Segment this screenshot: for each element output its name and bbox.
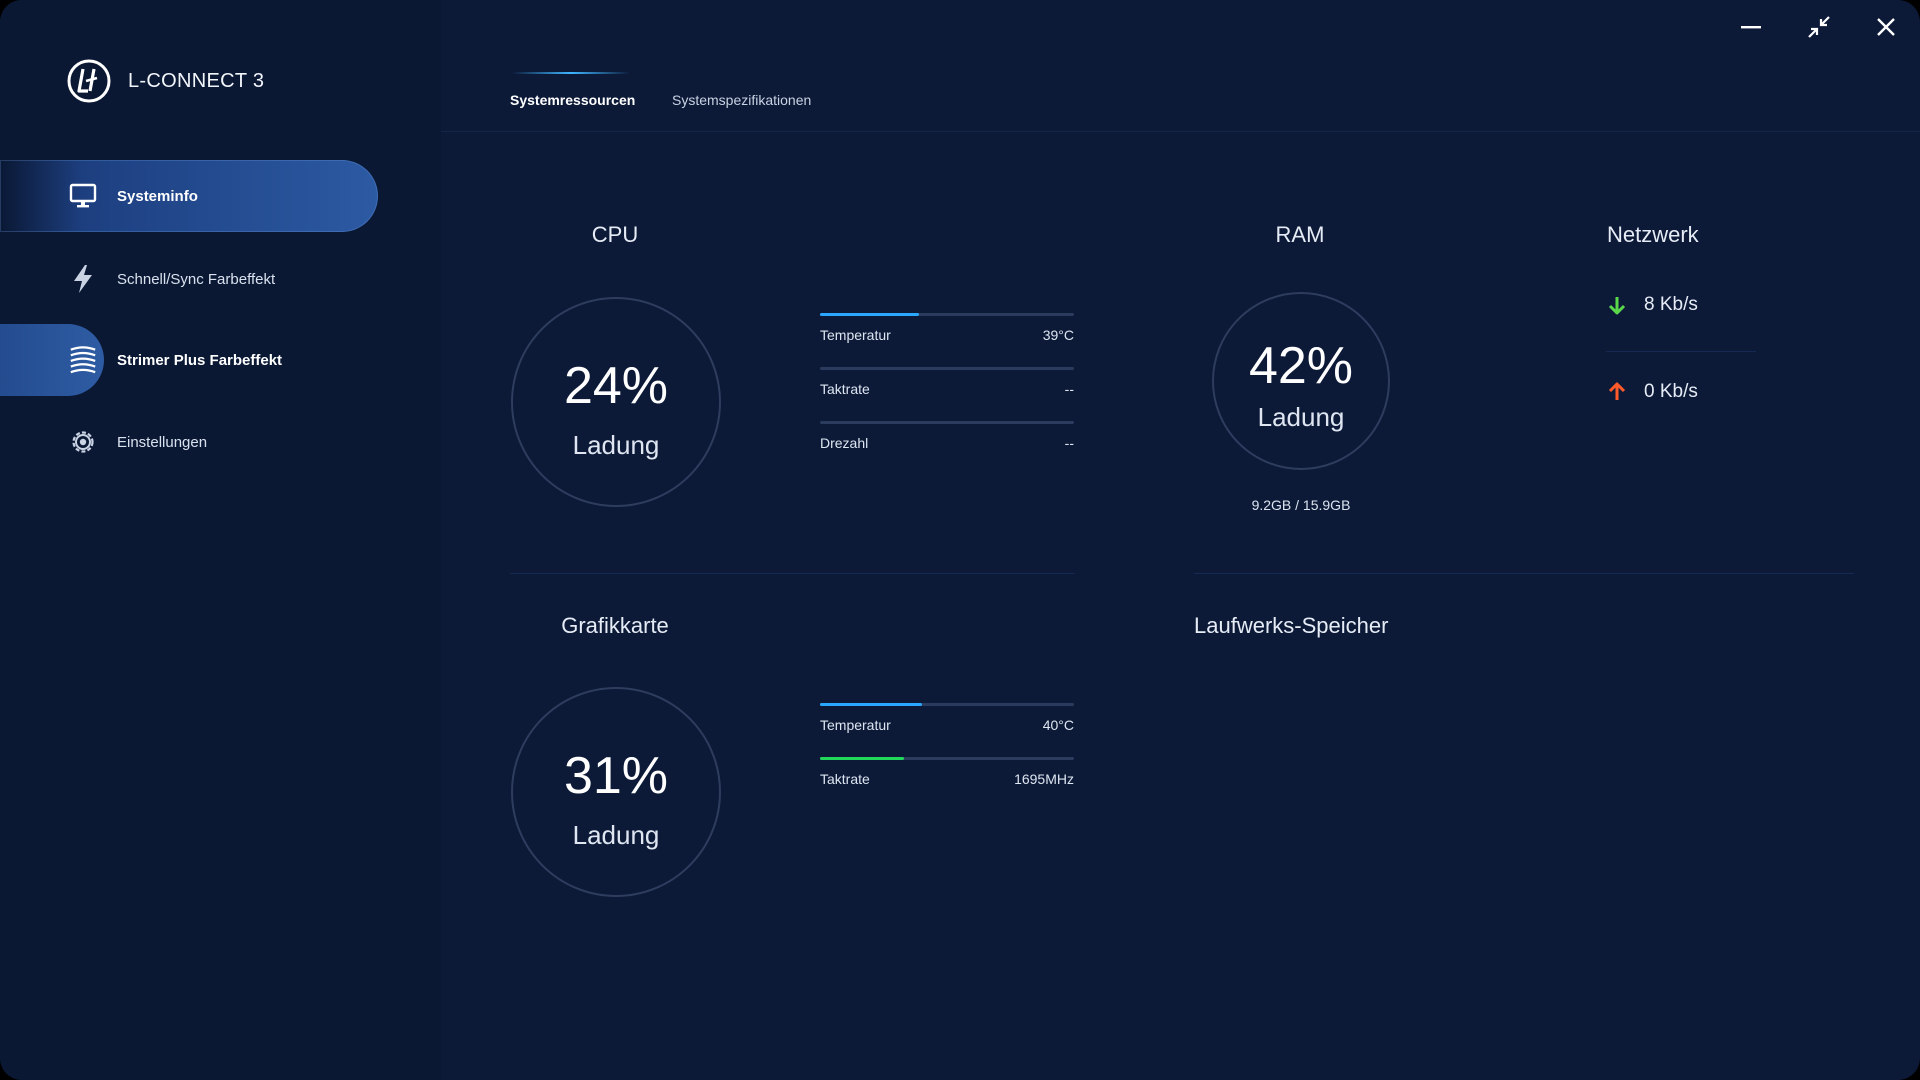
tab-systemressourcen[interactable]: Systemressourcen: [510, 92, 636, 108]
stat-value: 1695MHz: [1014, 771, 1074, 787]
section-divider-left: [510, 573, 1075, 574]
strimer-highlight: [0, 324, 104, 396]
sidebar-item-label: Schnell/Sync Farbeffekt: [117, 270, 276, 288]
gpu-load-value: 31%: [563, 747, 669, 805]
sidebar-item-einstellungen[interactable]: Einstellungen: [0, 406, 378, 478]
cpu-title: CPU: [591, 222, 639, 247]
cpu-stat-drezahl: Drezahl --: [820, 421, 1074, 461]
header-divider: [441, 131, 1920, 132]
close-button[interactable]: [1867, 12, 1905, 42]
stat-label: Temperatur: [820, 717, 891, 733]
stat-value: --: [1064, 381, 1074, 397]
gear-icon: [68, 427, 98, 457]
restore-icon: [1808, 16, 1830, 38]
lian-li-logo-icon: [67, 59, 111, 103]
app-logo: L-CONNECT 3: [66, 58, 264, 104]
ram-usage: 9.2GB / 15.9GB: [1251, 497, 1351, 513]
ram-load-value: 42%: [1248, 337, 1354, 395]
minimize-icon: [1741, 26, 1761, 29]
sidebar-item-schnell-sync[interactable]: Schnell/Sync Farbeffekt: [0, 243, 378, 315]
stat-label: Drezahl: [820, 435, 869, 451]
network-download-value: 8 Kb/s: [1644, 294, 1698, 315]
gpu-title: Grafikkarte: [561, 613, 669, 638]
arrow-down-icon: [1608, 297, 1626, 315]
stat-track: [820, 313, 1074, 316]
gpu-stat-taktrate: Taktrate 1695MHz: [820, 757, 1074, 797]
stat-label: Temperatur: [820, 327, 891, 343]
minimize-button[interactable]: [1732, 12, 1770, 42]
sidebar-item-systeminfo[interactable]: Systeminfo: [0, 160, 378, 232]
stat-track: [820, 421, 1074, 424]
tab-systemspezifikationen[interactable]: Systemspezifikationen: [672, 92, 812, 108]
stat-fill: [820, 313, 920, 316]
sidebar-item-strimer-plus[interactable]: Strimer Plus Farbeffekt: [0, 324, 378, 396]
close-icon: [1877, 18, 1895, 36]
ram-load-label: Ladung: [1257, 402, 1345, 432]
app-title: L-CONNECT 3: [128, 69, 265, 92]
monitor-icon: [68, 181, 98, 211]
ram-title: RAM: [1275, 222, 1325, 247]
network-download: 8 Kb/s: [1606, 294, 1698, 316]
restore-button[interactable]: [1800, 12, 1838, 42]
stat-value: 39°C: [1042, 327, 1074, 343]
arrow-up-icon: [1608, 382, 1626, 400]
stat-fill: [820, 703, 922, 706]
sidebar-item-label: Einstellungen: [117, 433, 208, 451]
stat-track: [820, 757, 1074, 760]
stat-value: 40°C: [1042, 717, 1074, 733]
cpu-load-gauge: 24% Ladung: [508, 294, 724, 510]
stat-track: [820, 703, 1074, 706]
cpu-stat-temperatur: Temperatur 39°C: [820, 313, 1074, 353]
stat-label: Taktrate: [820, 381, 870, 397]
stat-label: Taktrate: [820, 771, 870, 787]
strimer-icon: [68, 345, 98, 375]
drives-title: Laufwerks-Speicher: [1194, 613, 1389, 638]
cpu-stat-taktrate: Taktrate --: [820, 367, 1074, 407]
sidebar: L-CONNECT 3 Systeminfo Schnell/Sync Farb…: [0, 0, 441, 1080]
section-divider-right: [1194, 573, 1854, 574]
gpu-load-gauge: 31% Ladung: [508, 684, 724, 900]
sidebar-item-label: Systeminfo: [117, 187, 198, 205]
gpu-load-label: Ladung: [572, 820, 660, 850]
network-divider: [1606, 351, 1756, 352]
stat-value: --: [1064, 435, 1074, 451]
lightning-icon: [68, 264, 98, 294]
ram-load-gauge: 42% Ladung: [1210, 290, 1392, 472]
network-upload-value: 0 Kb/s: [1644, 381, 1698, 402]
sidebar-item-label: Strimer Plus Farbeffekt: [117, 351, 283, 369]
cpu-load-label: Ladung: [572, 430, 660, 460]
stat-track: [820, 367, 1074, 370]
gpu-stat-temperatur: Temperatur 40°C: [820, 703, 1074, 743]
network-title: Netzwerk: [1607, 222, 1699, 247]
active-tab-indicator: [512, 72, 630, 74]
cpu-load-value: 24%: [563, 357, 669, 415]
stat-fill: [820, 757, 904, 760]
network-upload: 0 Kb/s: [1606, 381, 1698, 403]
